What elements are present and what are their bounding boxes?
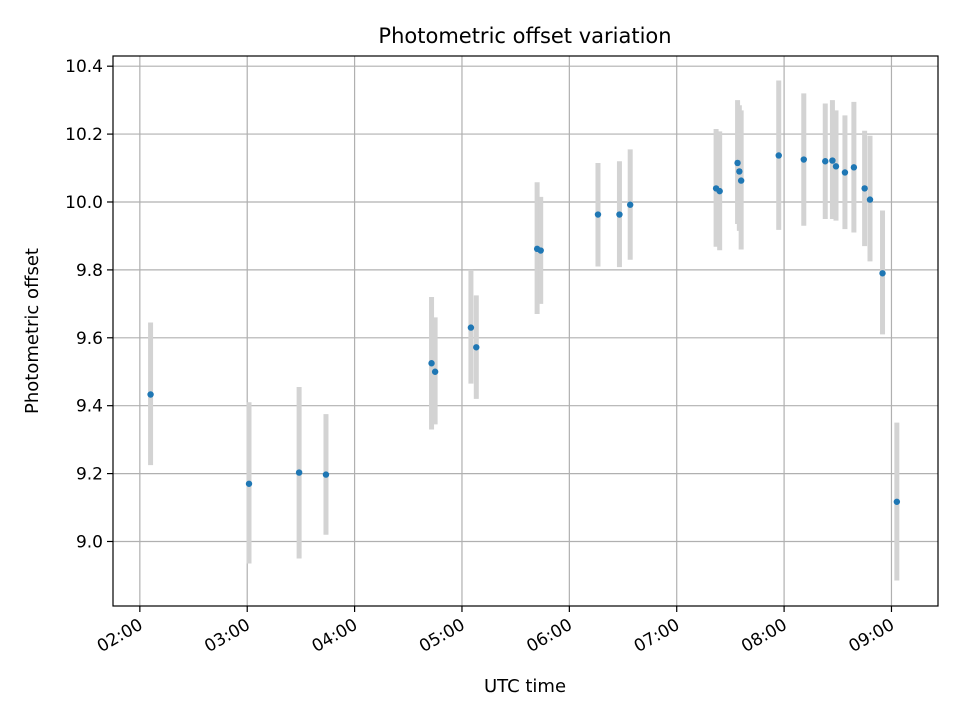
x-gridlines bbox=[139, 56, 893, 606]
y-tick-label: 10.2 bbox=[65, 125, 103, 145]
chart-title: Photometric offset variation bbox=[378, 24, 671, 48]
data-point bbox=[829, 157, 836, 164]
data-point bbox=[616, 211, 623, 218]
data-point bbox=[737, 177, 745, 184]
y-axis-label: Photometric offset bbox=[22, 248, 43, 414]
data-point bbox=[537, 247, 544, 254]
data-point bbox=[245, 480, 253, 487]
data-point bbox=[893, 498, 901, 505]
y-tick-label: 9.8 bbox=[76, 261, 103, 281]
data-point bbox=[866, 196, 874, 203]
y-ticks: 9.0 9.2 9.4 9.6 9.8 10.0 10.2 10.4 bbox=[65, 57, 113, 552]
y-tick-label: 9.2 bbox=[76, 465, 103, 485]
data-point bbox=[473, 344, 480, 351]
data-point bbox=[428, 360, 435, 367]
data-point bbox=[734, 159, 741, 167]
y-tick-label: 9.4 bbox=[76, 397, 103, 417]
data-point bbox=[594, 211, 602, 218]
data-points bbox=[147, 152, 901, 505]
data-point bbox=[322, 471, 330, 478]
data-point bbox=[832, 163, 840, 170]
data-point bbox=[775, 152, 782, 159]
x-axis-label: UTC time bbox=[484, 676, 566, 697]
y-tick-label: 9.6 bbox=[76, 329, 103, 349]
data-point bbox=[861, 185, 868, 192]
data-point bbox=[147, 391, 154, 398]
data-point bbox=[716, 187, 723, 195]
y-tick-label: 9.0 bbox=[76, 532, 103, 552]
data-point bbox=[736, 168, 743, 175]
data-point bbox=[800, 156, 807, 163]
data-point bbox=[850, 164, 858, 171]
y-tick-label: 10.0 bbox=[65, 193, 103, 213]
data-point bbox=[431, 368, 439, 375]
data-point bbox=[626, 201, 634, 208]
data-point bbox=[467, 324, 475, 331]
data-point bbox=[822, 158, 829, 165]
data-point bbox=[295, 469, 303, 476]
data-point bbox=[879, 270, 886, 277]
axes-frame bbox=[112, 55, 939, 607]
data-point bbox=[841, 169, 849, 176]
y-tick-label: 10.4 bbox=[65, 57, 103, 77]
